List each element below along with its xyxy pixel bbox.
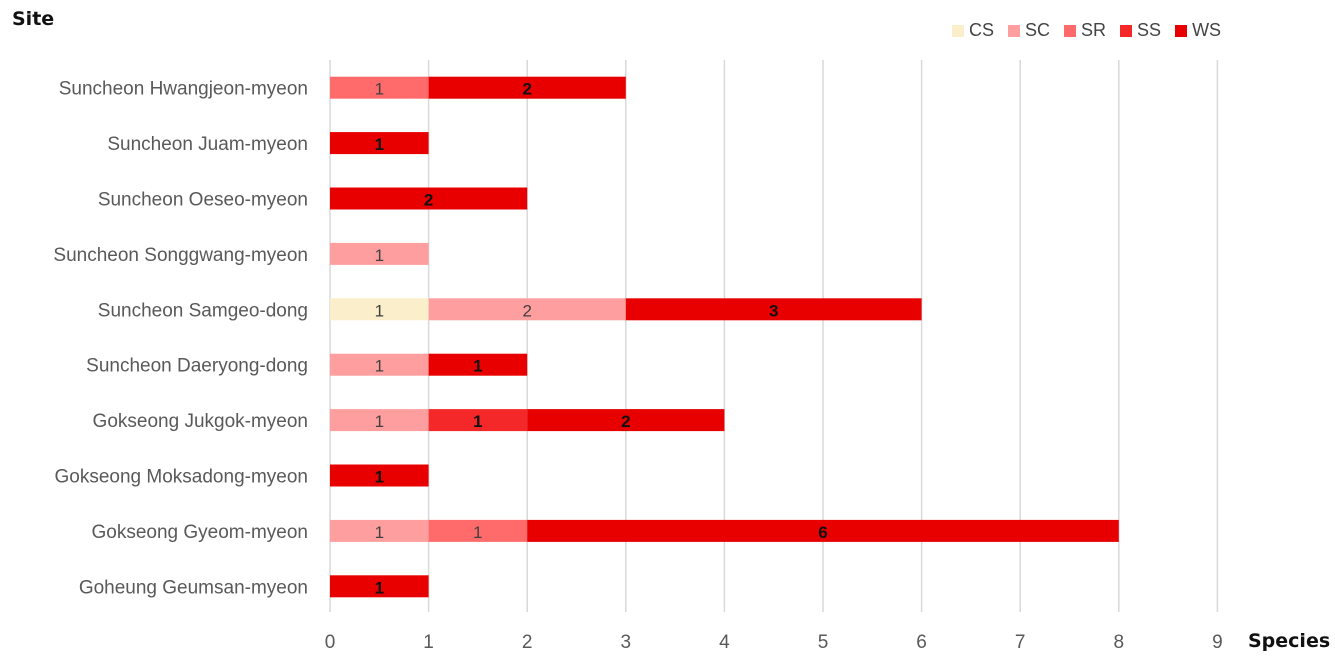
legend-swatch [1120, 24, 1133, 37]
data-label: 2 [424, 191, 433, 210]
x-tick-label: 2 [522, 632, 533, 653]
data-label: 1 [375, 357, 384, 376]
legend-item-cs: CS [952, 20, 994, 41]
data-label: 1 [375, 468, 384, 487]
data-label: 2 [522, 80, 531, 99]
bar-segment-cs [330, 298, 429, 321]
data-label: 2 [522, 301, 531, 320]
data-label: 1 [375, 246, 384, 265]
legend-label: CS [969, 20, 995, 40]
legend-item-sc: SC [1008, 20, 1050, 41]
x-tick-label: 4 [719, 632, 730, 653]
data-label: 1 [473, 412, 482, 431]
category-label: Suncheon Juam-myeon [107, 134, 308, 155]
category-labels: Suncheon Hwangjeon-myeon Suncheon Juam-my… [53, 79, 308, 599]
bar-segment-sc [330, 519, 429, 542]
category-label: Suncheon Songgwang-myeon [53, 245, 308, 266]
x-axis-title: Species [1248, 630, 1331, 652]
category-label: Gokseong Moksadong-myeon [55, 467, 308, 488]
legend-swatch [1008, 24, 1021, 37]
legend-swatch [1064, 24, 1077, 37]
x-tick-labels: 0 1 2 3 4 5 6 7 8 9 [325, 632, 1223, 653]
y-axis-title: Site [12, 8, 55, 30]
category-label: Gokseong Jukgok-myeon [93, 411, 308, 432]
bar-segment-ws [527, 409, 725, 432]
data-label: 2 [621, 412, 630, 431]
data-label: 3 [769, 301, 778, 320]
legend-label: WS [1192, 20, 1222, 40]
bar-segment-sr [330, 76, 429, 99]
data-label: 1 [473, 357, 482, 376]
x-tick-label: 0 [325, 632, 336, 653]
category-label: Gokseong Gyeom-myeon [92, 522, 309, 543]
category-label: Suncheon Daeryong-dong [86, 356, 308, 377]
legend-label: SS [1137, 20, 1162, 40]
bar-segment-sc [330, 242, 429, 265]
legend-item-ss: SS [1120, 20, 1161, 41]
data-label: 1 [375, 412, 384, 431]
x-tick-label: 7 [1015, 632, 1026, 653]
x-tick-label: 5 [818, 632, 829, 653]
data-label: 1 [375, 578, 384, 597]
x-tick-label: 9 [1212, 632, 1223, 653]
legend-swatch [1175, 24, 1188, 37]
x-tick-label: 8 [1114, 632, 1125, 653]
bar-segment-sc [330, 353, 429, 376]
data-label: 1 [375, 301, 384, 320]
bar-segment-ws [625, 298, 922, 321]
data-label: 6 [818, 523, 827, 542]
x-tick-label: 3 [621, 632, 632, 653]
bar-segment-ws [330, 464, 429, 487]
legend-item-sr: SR [1064, 20, 1106, 41]
legend-swatch [952, 24, 964, 37]
bar-segment-sr [428, 519, 528, 542]
x-tick-label: 1 [423, 632, 434, 653]
bar-segment-ws [527, 519, 1119, 542]
bar-segment-ws [330, 575, 429, 598]
bar-segment-ws [428, 353, 528, 376]
legend: CS SC SR SS WS [952, 20, 1221, 41]
bar-segment-ws [330, 132, 429, 155]
legend-label: SC [1025, 20, 1051, 40]
bar-segment-sc [330, 409, 429, 432]
category-label: Suncheon Oeseo-myeon [98, 190, 308, 211]
category-label: Suncheon Hwangjeon-myeon [59, 79, 308, 100]
bar-segment-ws [428, 76, 626, 99]
x-tick-label: 6 [916, 632, 927, 653]
bar-segment-ss [428, 409, 528, 432]
bar-segment-ws [330, 187, 528, 210]
data-label: 1 [375, 80, 384, 99]
category-label: Goheung Geumsan-myeon [79, 577, 308, 598]
legend-label: SR [1081, 20, 1107, 40]
data-label: 1 [473, 523, 482, 542]
bar-segment-sc [428, 298, 626, 321]
legend-item-ws: WS [1175, 20, 1221, 41]
data-label: 1 [375, 135, 384, 154]
data-label: 1 [375, 523, 384, 542]
category-label: Suncheon Samgeo-dong [98, 300, 308, 321]
